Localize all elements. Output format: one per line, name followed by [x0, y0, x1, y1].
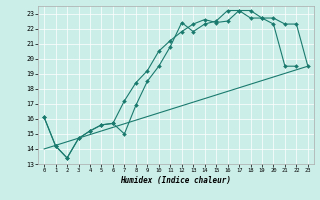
X-axis label: Humidex (Indice chaleur): Humidex (Indice chaleur) [121, 176, 231, 185]
